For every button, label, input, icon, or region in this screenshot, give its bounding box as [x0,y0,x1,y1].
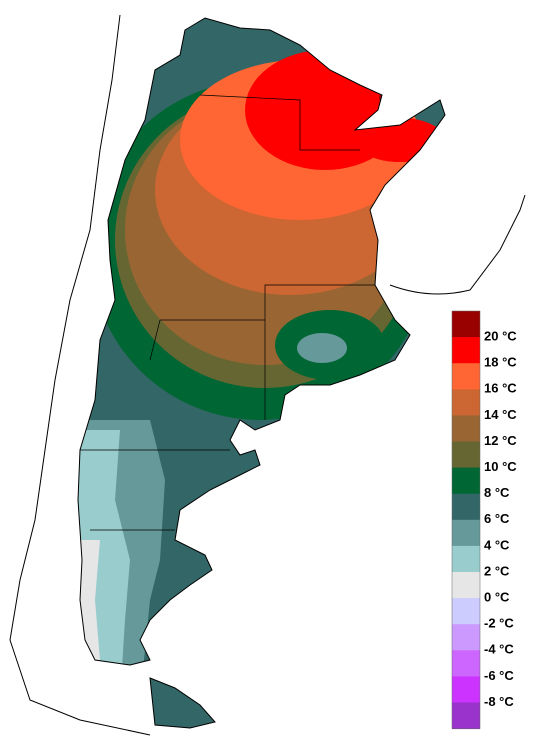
legend-swatch [452,389,480,416]
legend-label: 16 °C [484,381,517,396]
legend-swatch [452,519,480,547]
legend-label: 20 °C [484,329,517,344]
legend-label: -4 °C [484,642,514,657]
province-borders [80,94,375,531]
legend-label: 12 °C [484,433,517,448]
legend-swatch [452,311,480,338]
legend-swatch [452,598,480,625]
legend-label: 0 °C [484,590,510,605]
legend-label: 6 °C [484,511,510,526]
legend-label: 8 °C [484,485,510,500]
legend-swatch [452,650,480,677]
legend-swatch [452,337,480,364]
legend-swatch [452,493,480,521]
legend-swatch [452,572,480,599]
legend-label: -8 °C [484,694,514,709]
legend-label: 18 °C [484,355,517,370]
legend-swatch [452,624,480,651]
legend-swatch [452,676,480,703]
legend-swatch [452,545,480,573]
legend-label: 10 °C [484,459,517,474]
legend-label: -2 °C [484,616,514,631]
legend-label: 4 °C [484,537,510,552]
legend-swatch [452,441,480,469]
legend-swatch [452,363,480,390]
legend-label: 14 °C [484,407,517,422]
uruguay-coast [389,194,526,295]
legend-swatch [452,467,480,495]
legend-swatch [452,702,480,730]
legend-frame [451,310,481,729]
legend-label: 2 °C [484,563,510,578]
legend: 20 °C 18 °C 16 °C 14 °C 12 °C 10 °C 8 °C 6 °C 4 … [451,310,517,730]
legend-label: -6 °C [484,668,514,683]
chile-coast [9,14,151,736]
country-outline [77,17,446,729]
legend-swatch [452,415,480,442]
